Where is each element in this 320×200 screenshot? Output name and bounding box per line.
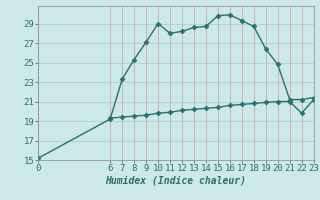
X-axis label: Humidex (Indice chaleur): Humidex (Indice chaleur) [106,176,246,186]
